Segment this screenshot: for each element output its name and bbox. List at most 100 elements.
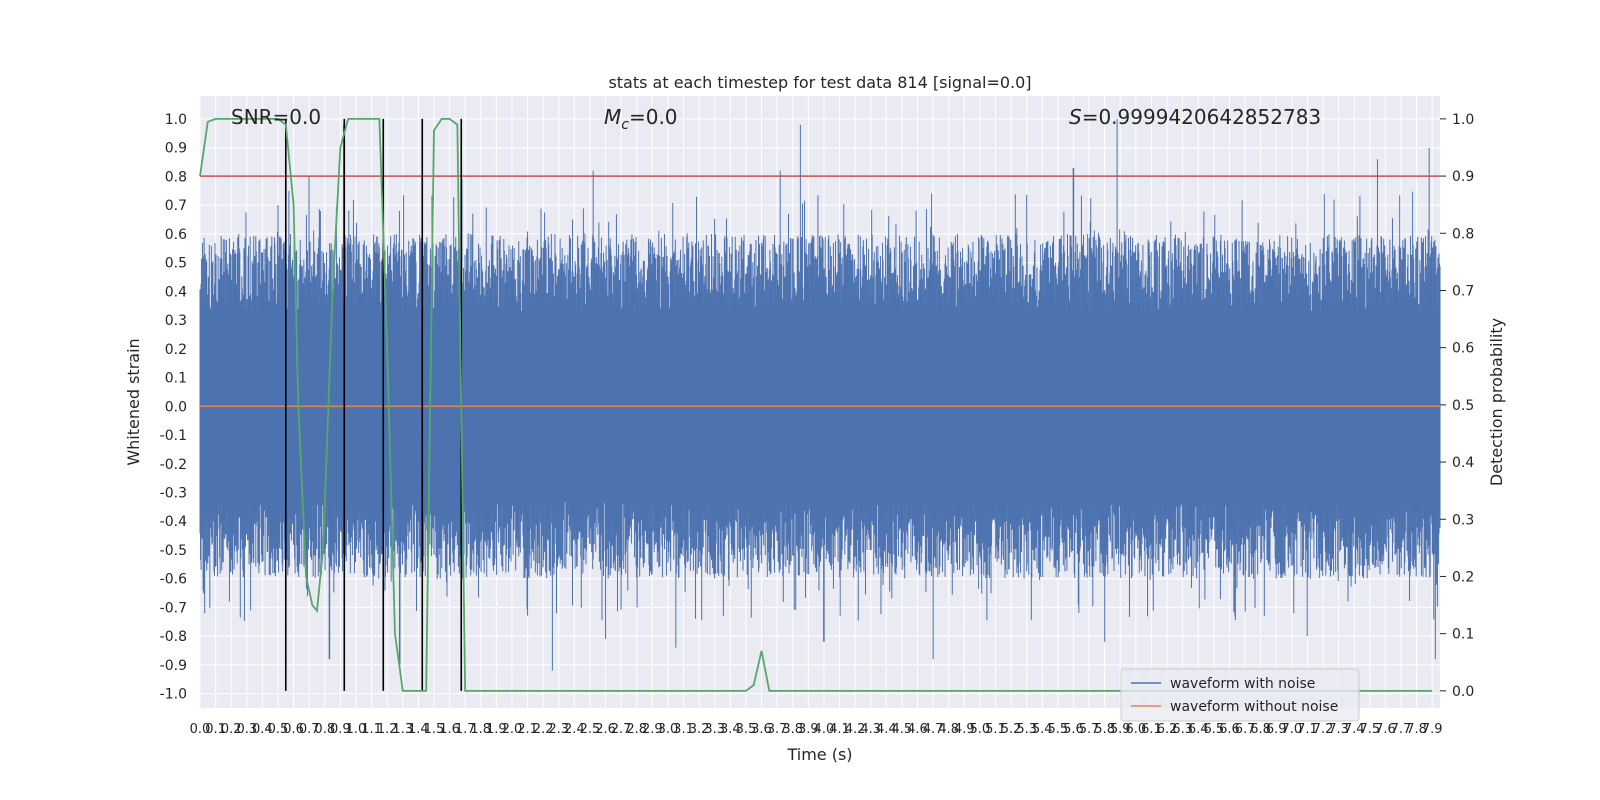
x-tick-label: 4.8 [938, 722, 959, 737]
x-tick-label: 5.8 [1094, 722, 1115, 737]
x-tick-label: 0.3 [236, 722, 257, 737]
x-tick-label: 7.2 [1313, 722, 1334, 737]
detection-probability-series [199, 117, 1433, 692]
y-tick-label: 0.4 [165, 284, 187, 300]
x-tick-label: 6.4 [1188, 722, 1209, 737]
x-tick-label: 1.2 [377, 722, 398, 737]
y-tick-label: 0.3 [165, 313, 187, 329]
x-tick-label: 6.2 [1157, 722, 1178, 737]
y2-tick-label: 0.1 [1452, 627, 1474, 643]
x-tick-label: 2.6 [595, 722, 616, 737]
x-tick-label: 5.4 [1032, 722, 1053, 737]
x-tick-label: 7.5 [1359, 722, 1380, 737]
x-tick-label: 5.3 [1016, 722, 1037, 737]
x-tick-label: 0.0 [190, 722, 211, 737]
y-tick-label: -0.1 [160, 428, 187, 444]
x-tick-label: 5.7 [1079, 722, 1100, 737]
x-tick-label: 3.7 [767, 722, 788, 737]
x-tick-label: 2.9 [642, 722, 663, 737]
y2-axis-label: Detection probability [1487, 318, 1506, 486]
x-tick-label: 2.4 [564, 722, 585, 737]
x-tick-label: 0.6 [283, 722, 304, 737]
x-tick-label: 7.9 [1422, 722, 1443, 737]
legend-box [1120, 668, 1360, 722]
x-tick-label: 0.5 [268, 722, 289, 737]
x-tick-label: 7.7 [1391, 722, 1412, 737]
y2-tick-label: 0.5 [1452, 398, 1474, 414]
y-axis-ticks: 1.0 0.9 0.8 0.7 0.6 0.5 0.4 0.3 0.2 0.1 0.0 -0.1 -0.… [160, 112, 187, 703]
x-tick-label: 1.8 [470, 722, 491, 737]
x-tick-label: 3.5 [736, 722, 757, 737]
x-tick-label: 6.6 [1219, 722, 1240, 737]
x-tick-label: 5.0 [970, 722, 991, 737]
y-tick-label: -0.6 [160, 572, 187, 588]
y2-tick-label: 0.0 [1452, 684, 1474, 700]
y-tick-label: 0.9 [165, 141, 187, 157]
x-tick-label: 4.4 [876, 722, 897, 737]
x-tick-label: 6.1 [1141, 722, 1162, 737]
x-tick-label: 6.7 [1235, 722, 1256, 737]
noise-waveform-line [199, 118, 1441, 671]
x-tick-label: 5.2 [1001, 722, 1022, 737]
y-tick-label: 0.7 [165, 198, 187, 214]
x-tick-label: 1.1 [361, 722, 382, 737]
x-tick-label: 1.7 [455, 722, 476, 737]
x-tick-label: 3.8 [782, 722, 803, 737]
x-tick-label: 0.9 [330, 722, 351, 737]
x-tick-label: 2.3 [548, 722, 569, 737]
x-tick-label: 0.2 [221, 722, 242, 737]
x-tick-label: 7.8 [1406, 722, 1427, 737]
x-tick-label: 1.9 [486, 722, 507, 737]
waveform-with-noise-series [199, 118, 1441, 671]
x-tick-label: 5.1 [985, 722, 1006, 737]
x-tick-label: 2.7 [611, 722, 632, 737]
x-tick-label: 4.3 [860, 722, 881, 737]
x-tick-label: 7.6 [1375, 722, 1396, 737]
y-tick-label: 0.6 [165, 227, 187, 243]
x-tick-label: 1.6 [439, 722, 460, 737]
x-tick-label: 0.4 [252, 722, 273, 737]
x-axis-ticks: 0.00.10.20.30.40.50.60.70.80.91.01.11.21… [190, 722, 1443, 737]
score-annotation: S=0.9999420642852783 [1069, 105, 1321, 129]
x-tick-label: 5.9 [1110, 722, 1131, 737]
legend-label-noise: waveform with noise [1170, 676, 1315, 692]
y-tick-label: -0.2 [160, 457, 187, 473]
x-tick-label: 3.0 [658, 722, 679, 737]
y-tick-label: 0.8 [165, 169, 187, 185]
y-tick-label: -0.7 [160, 600, 187, 616]
snr-annotation: SNR=0.0 [231, 105, 321, 129]
x-tick-label: 5.6 [1063, 722, 1084, 737]
reference-lines [200, 118, 1440, 691]
x-tick-label: 2.2 [533, 722, 554, 737]
x-tick-label: 1.5 [424, 722, 445, 737]
x-tick-label: 1.3 [392, 722, 413, 737]
x-tick-label: 4.6 [907, 722, 928, 737]
x-tick-label: 6.8 [1250, 722, 1271, 737]
chart-title: stats at each timestep for test data 814… [608, 73, 1031, 92]
y-tick-label: -1.0 [160, 687, 187, 703]
x-tick-label: 4.1 [829, 722, 850, 737]
x-tick-label: 7.0 [1281, 722, 1302, 737]
chirp-mass-annotation: Mc=0.0 [604, 105, 678, 133]
x-tick-label: 0.1 [205, 722, 226, 737]
y2-tick-label: 0.4 [1452, 455, 1474, 471]
detection-probability-line [199, 117, 1433, 692]
chirp-mass-symbol: M [604, 105, 621, 129]
x-tick-label: 7.4 [1344, 722, 1365, 737]
x-tick-label: 6.3 [1172, 722, 1193, 737]
y-axis-label: Whitened strain [124, 338, 143, 465]
y-tick-label: 1.0 [165, 112, 187, 128]
x-tick-label: 0.7 [299, 722, 320, 737]
x-axis-label: Time (s) [786, 745, 852, 764]
x-tick-label: 6.0 [1126, 722, 1147, 737]
y2-tick-label: 1.0 [1452, 112, 1474, 128]
score-value: =0.9999420642852783 [1082, 105, 1321, 129]
y-tick-label: -0.8 [160, 629, 187, 645]
x-tick-label: 2.5 [580, 722, 601, 737]
chirp-mass-value: =0.0 [629, 105, 678, 129]
x-tick-label: 6.5 [1203, 722, 1224, 737]
legend-label-clean: waveform without noise [1170, 699, 1338, 715]
y2-tick-label: 0.7 [1452, 283, 1474, 299]
x-tick-label: 4.0 [814, 722, 835, 737]
